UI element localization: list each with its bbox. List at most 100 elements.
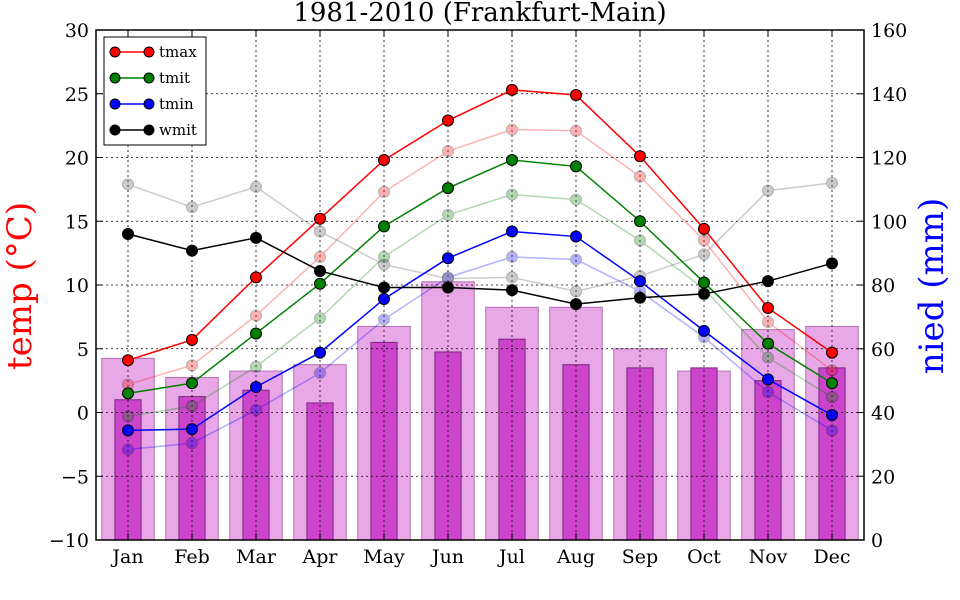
reference-tmit-point-aug [570,193,582,206]
series-tmax-point-jan [122,354,134,367]
series-tmit-point-may [378,220,390,233]
series-wmit-point-dec [826,257,838,270]
x-tick-label-jul: Jul [497,546,525,568]
reference-tmax-line [127,128,833,386]
series-tmin-point-sep [634,275,646,288]
reference-wmit-point-dec [826,177,838,189]
series-tmin-line [127,230,833,432]
series-wmit-point-aug [570,298,582,311]
series-tmit [122,154,838,400]
reference-wmit-point-oct [698,248,710,261]
legend-marker-tmit [109,72,121,84]
reference-tmin-point-jan [122,443,134,456]
x-tick-labels: Jan Feb Mar Apr May Jun Jul Aug Sep Oct Nov Dec [110,546,850,568]
x-tick-label-aug: Aug [556,546,595,568]
series-wmit-point-jan [122,228,134,240]
series-tmax-point-aug [570,89,582,102]
reference-tmit-point-may [378,250,390,263]
reference-wmit-point-nov [762,184,774,197]
series-tmax-point-mar [250,271,262,284]
y-left-tick-label: 15 [65,211,89,233]
series-tmin-point-feb [186,423,198,436]
series-wmit-point-jul [506,284,518,297]
precip-bar-narrow-sep [626,367,654,541]
reference-tmin-point-feb [186,437,198,450]
series-wmit-point-nov [762,275,774,288]
series-tmin-point-dec [826,409,838,422]
series-tmit-point-mar [250,327,262,340]
series-tmin [122,225,838,437]
series-tmit-point-apr [314,277,326,290]
reference-tmin-point-aug [570,253,582,266]
reference-tmin-line [127,256,833,451]
reference-tmax-point-sep [634,170,646,183]
reference-tmin-point-may [378,313,390,326]
y-right-tick-label: 100 [871,211,907,233]
legend-marker-tmax [109,46,121,58]
series-tmax-point-sep [634,150,646,163]
legend-marker-tmin [143,98,155,110]
series-wmit-point-oct [698,287,710,300]
reference-tmit-point-apr [314,312,326,325]
reference-tmit-point-feb [186,400,198,413]
series-tmin-point-oct [698,324,710,337]
y-right-tick-label: 40 [871,403,895,425]
series-tmit-point-feb [186,377,198,390]
series-tmin-point-nov [762,373,774,386]
reference-wmit-point-mar [250,180,262,193]
series-wmit-point-mar [250,231,262,244]
legend-label-wmit: wmit [159,121,197,139]
series-tmax-point-dec [826,346,838,359]
reference-tmit-point-jul [506,188,518,201]
legend-label-tmit: tmit [159,69,190,87]
series-wmit-point-feb [186,244,198,257]
reference-tmin-point-mar [250,403,262,416]
x-tick-label-feb: Feb [174,546,210,568]
series-tmax-point-apr [314,212,326,225]
legend-marker-tmax [143,46,155,58]
reference-tmax-point-aug [570,124,582,137]
legend: tmax tmit tmin wmit [103,36,207,146]
y-left-tick-label: 5 [77,339,89,361]
y-right-tick-label: 60 [871,339,895,361]
legend-marker-tmit [143,72,155,84]
series-tmax-line [127,89,833,361]
x-tick-label-mar: Mar [236,546,277,568]
y-right-tick-label: 20 [871,466,895,488]
series-wmit-point-sep [634,291,646,304]
series-wmit-point-jun [442,281,454,294]
y-right-tick-label: 120 [871,148,907,170]
series-tmax-point-may [378,154,390,167]
reference-tmit [122,188,838,423]
reference-tmin-point-apr [314,366,326,379]
reference-tmin-point-jul [506,250,518,263]
reference-tmin-point-dec [826,424,838,437]
reference-wmit-point-apr [314,225,326,238]
series-tmin-point-jul [506,225,518,238]
reference-tmit-point-dec [826,391,838,404]
x-tick-label-dec: Dec [813,546,850,568]
reference-wmit-point-aug [570,285,582,298]
y-left-tick-label: 10 [65,275,89,297]
y-left-tick-label: −10 [49,530,89,552]
reference-tmax-point-apr [314,250,326,263]
reference-tmit-point-sep [634,234,646,247]
series-tmit-point-jan [122,387,134,400]
x-tick-label-nov: Nov [749,546,788,568]
series-tmax [122,83,838,367]
reference-tmax-point-feb [186,359,198,372]
legend-entry-tmin: tmin [109,95,194,113]
reference-wmit-line [127,182,833,293]
reference-wmit-point-jan [122,178,134,191]
series-tmax-point-feb [186,333,198,346]
series-tmin-point-jan [122,424,134,437]
series-tmit-point-aug [570,160,582,173]
series-tmit-point-sep [634,215,646,228]
reference-tmax-point-jun [442,145,454,158]
reference-tmit-point-nov [762,351,774,364]
series-tmax-point-nov [762,301,774,314]
legend-label-tmin: tmin [159,95,194,113]
series-tmit-point-nov [762,337,774,350]
reference-wmit [122,177,838,298]
